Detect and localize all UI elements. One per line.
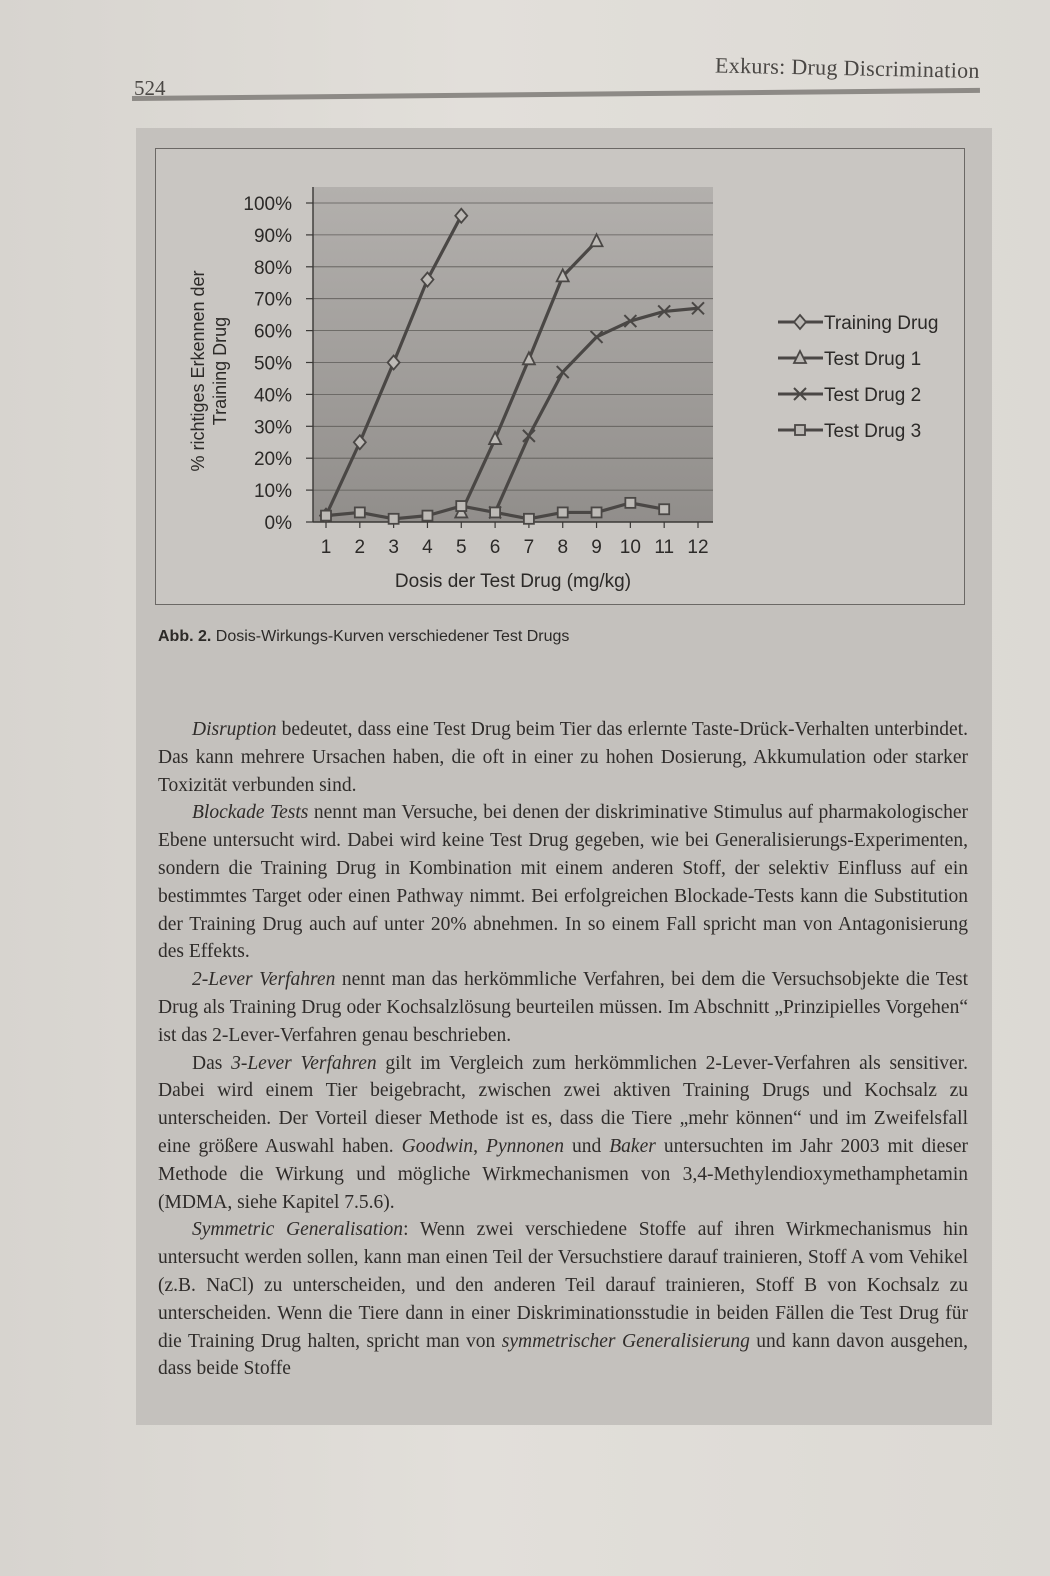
term-blockade: Blockade Tests [192, 802, 309, 824]
paragraph-text: nennt man Versuche, bei denen der diskri… [158, 802, 968, 963]
data-point-test-drug-3 [421, 509, 434, 522]
paragraph-disruption: Disruption bedeutet, dass eine Test Drug… [158, 716, 968, 799]
author-goodwin: Goodwin [401, 1135, 474, 1157]
author-baker: Baker [609, 1135, 656, 1157]
data-point-test-drug-3 [353, 506, 366, 519]
x-tick-label: 4 [422, 537, 433, 558]
legend-item-test-drug-1: Test Drug 1 [778, 348, 921, 370]
y-tick-label: 40% [254, 385, 292, 406]
data-point-test-drug-3 [387, 512, 400, 525]
y-tick-label: 60% [254, 322, 292, 343]
term-symmetrische-generalisierung: symmetrischer Generalisierung [501, 1330, 750, 1352]
y-axis-label-line2: Training Drug [210, 317, 230, 425]
data-point-test-drug-1 [589, 232, 605, 248]
data-point-test-drug-2 [691, 301, 705, 315]
y-axis-label-line1: % richtiges Erkennen der [188, 270, 208, 471]
data-point-test-drug-1 [487, 430, 503, 445]
legend-item-training-drug: Training Drug [778, 313, 938, 334]
header-rule [131, 87, 980, 101]
y-tick-label: 50% [254, 354, 292, 375]
data-point-test-drug-2 [589, 330, 604, 344]
term-symmetric: Symmetric Generalisation [192, 1219, 404, 1241]
paragraph-text: untersuchten im Jahr 2003 mit dieser Met… [158, 1135, 969, 1213]
legend-label: Test Drug 1 [824, 349, 921, 370]
paragraph-3-lever: Das 3-Lever Verfahren gilt im Vergleich … [158, 1050, 968, 1217]
x-tick-label: 10 [620, 537, 641, 558]
y-tick-label: 90% [254, 226, 292, 247]
legend-marker [792, 348, 808, 364]
caption-label: Abb. 2. [158, 628, 212, 645]
x-tick-label: 5 [456, 537, 467, 558]
paragraph-text: nennt man das herkömmliche Verfahren, be… [158, 969, 968, 1046]
x-tick-label: 11 [654, 537, 674, 558]
x-tick-label: 1 [321, 537, 332, 558]
x-tick-label: 2 [355, 537, 366, 558]
term-3-lever: 3-Lever Verfahren [231, 1052, 377, 1074]
data-point-test-drug-3 [624, 496, 637, 509]
y-tick-label: 10% [254, 481, 292, 502]
x-tick-label: 8 [557, 537, 568, 558]
data-point-test-drug-2 [657, 304, 671, 319]
legend-item-test-drug-3: Test Drug 3 [778, 421, 921, 442]
data-point-training-drug [386, 354, 401, 371]
data-point-test-drug-3 [556, 506, 569, 519]
y-tick-label: 70% [254, 290, 292, 311]
paragraph-2-lever: 2-Lever Verfahren nennt man das herkömml… [158, 966, 968, 1049]
body-text: Disruption bedeutet, dass eine Test Drug… [158, 716, 968, 1383]
legend-label: Training Drug [824, 313, 938, 334]
paragraph-text: und [564, 1135, 610, 1157]
data-point-test-drug-1 [521, 350, 537, 366]
data-point-test-drug-3 [320, 509, 332, 522]
legend-marker [793, 387, 807, 401]
paragraph-symmetric: Symmetric Generalisation: Wenn zwei vers… [158, 1216, 968, 1383]
running-head: Exkurs: Drug Discrimination [715, 52, 981, 83]
data-point-training-drug [420, 271, 435, 288]
paragraph-text: , [473, 1135, 487, 1157]
paragraph-text: Das [192, 1052, 232, 1074]
author-pynnonen: Pynnonen [486, 1135, 565, 1157]
data-point-test-drug-3 [590, 506, 603, 519]
data-point-test-drug-3 [489, 506, 501, 519]
legend-item-test-drug-2: Test Drug 2 [778, 385, 921, 406]
data-point-test-drug-2 [556, 365, 570, 379]
data-point-training-drug [454, 207, 469, 225]
y-tick-label: 0% [265, 513, 293, 534]
x-tick-label: 9 [591, 537, 602, 558]
figure-caption: Abb. 2. Dosis-Wirkungs-Kurven verschiede… [158, 628, 569, 646]
legend-marker [794, 424, 806, 436]
y-tick-label: 80% [254, 258, 292, 279]
data-point-test-drug-3 [455, 500, 468, 512]
y-tick-label: 30% [254, 417, 292, 438]
x-tick-label: 12 [687, 537, 708, 558]
plot-area [313, 187, 713, 522]
y-tick-label: 100% [243, 194, 292, 215]
legend-label: Test Drug 2 [824, 385, 921, 406]
data-point-test-drug-2 [623, 314, 638, 328]
paragraph-text: : Wenn zwei verschiedene Stoffe auf ihre… [158, 1219, 969, 1352]
paragraph-text: und kann davon ausgehen, dass beide Stof… [158, 1330, 968, 1380]
data-point-training-drug [352, 433, 368, 451]
y-tick-label: 20% [254, 449, 292, 470]
legend-marker [792, 313, 808, 331]
legend-label: Test Drug 3 [824, 421, 921, 442]
x-axis-label: Dosis der Test Drug (mg/kg) [395, 571, 631, 592]
data-point-test-drug-2 [522, 429, 536, 443]
data-point-test-drug-3 [523, 512, 535, 525]
paragraph-text: bedeutet, dass eine Test Drug beim Tier … [158, 719, 968, 796]
data-point-test-drug-1 [555, 267, 571, 283]
x-tick-label: 6 [490, 537, 501, 558]
caption-text: Dosis-Wirkungs-Kurven verschiedener Test… [215, 628, 570, 645]
data-point-test-drug-3 [658, 503, 671, 516]
term-disruption: Disruption [192, 719, 277, 740]
paragraph-blockade: Blockade Tests nennt man Versuche, bei d… [158, 799, 968, 966]
x-tick-label: 7 [524, 537, 535, 558]
term-2-lever: 2-Lever Verfahren [192, 969, 336, 991]
x-tick-label: 3 [388, 537, 399, 558]
paragraph-text: gilt im Vergleich zum herkömmlichen 2-Le… [158, 1052, 969, 1157]
